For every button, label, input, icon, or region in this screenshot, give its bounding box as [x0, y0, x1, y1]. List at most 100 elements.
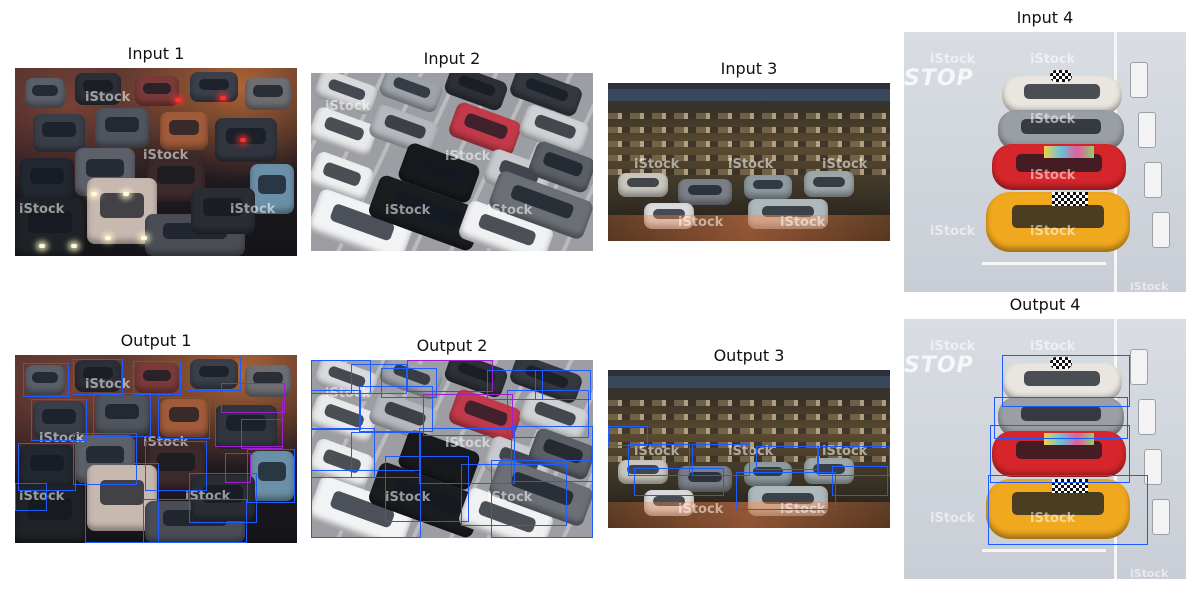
panel-title: Input 2: [423, 49, 481, 68]
panel-title: Output 4: [1009, 295, 1081, 314]
detection-box: [423, 394, 513, 436]
watermark: iStock: [1030, 511, 1076, 526]
watermark: iStock: [385, 203, 431, 218]
detection-box: [351, 432, 421, 478]
watermark: iStock: [85, 90, 131, 105]
detection-box: [85, 463, 159, 543]
watermark: iStock: [487, 203, 533, 218]
detection-box: [189, 473, 257, 523]
detection-box: [385, 456, 469, 522]
image-parking-lot-detections: iStock iStock iStock iStock: [311, 360, 593, 538]
detection-box: [359, 386, 433, 432]
panel-title: Input 4: [1016, 8, 1074, 27]
image-ev-charging-detections: STOP iStock iStock iStock iStock iStock: [904, 319, 1186, 579]
watermark: iStock: [678, 502, 724, 517]
detection-box: [311, 360, 371, 394]
watermark: iStock: [385, 490, 431, 505]
watermark: iStock: [185, 489, 231, 504]
watermark: iStock: [230, 202, 276, 217]
detection-box: [73, 359, 123, 395]
detection-box: [351, 364, 407, 394]
watermark: iStock: [678, 215, 724, 230]
detection-box: [832, 466, 888, 496]
watermark: iStock: [487, 490, 533, 505]
detection-box: [143, 499, 247, 543]
watermark: iStock: [1130, 567, 1169, 579]
detection-box: [15, 483, 47, 511]
detection-box: [73, 433, 137, 485]
detection-box: [511, 426, 593, 482]
detection-box: [491, 460, 593, 538]
watermark: iStock: [1030, 168, 1076, 183]
watermark: iStock: [728, 157, 774, 172]
panel-input-2: Input 2 iStock iStock iStock iStock: [311, 45, 593, 255]
detection-box: [31, 399, 87, 441]
panel-output-4: Output 4 STOP iStock iStock iStock iStoc…: [904, 291, 1186, 583]
detection-box: [241, 419, 283, 449]
detection-box: [990, 425, 1130, 483]
panel-output-2: Output 2 iStock iStock iStock iStock: [311, 332, 593, 542]
watermark: iStock: [1030, 339, 1076, 354]
detection-box: [994, 397, 1128, 439]
watermark: iStock: [634, 444, 680, 459]
watermark: iStock: [1030, 112, 1076, 127]
detection-box: [1002, 355, 1130, 407]
detection-box: [756, 446, 818, 470]
detection-box: [381, 368, 437, 398]
road-marking-stop: STOP: [904, 353, 974, 378]
detection-box: [736, 472, 836, 510]
watermark: iStock: [634, 157, 680, 172]
watermark: iStock: [1030, 52, 1076, 67]
image-night-traffic: iStock iStock iStock iStock: [15, 68, 297, 256]
detection-box: [18, 443, 76, 491]
watermark: iStock: [143, 148, 189, 163]
detection-box: [692, 444, 750, 476]
watermark: iStock: [930, 52, 976, 67]
detection-box: [608, 426, 648, 446]
watermark: iStock: [1130, 280, 1169, 292]
watermark: iStock: [445, 436, 491, 451]
panel-title: Output 3: [713, 346, 785, 365]
detection-box: [145, 441, 207, 491]
detection-box: [247, 449, 295, 503]
road-marking-stop: STOP: [904, 66, 974, 91]
watermark: iStock: [445, 149, 491, 164]
panel-input-4: Input 4 STOP iStock iStock iStock iStock…: [904, 4, 1186, 296]
image-ev-charging: STOP iStock iStock iStock iStock iStock …: [904, 32, 1186, 292]
watermark: iStock: [85, 377, 131, 392]
watermark: iStock: [19, 489, 65, 504]
watermark: iStock: [19, 202, 65, 217]
panel-input-3: Input 3 iStock iStock iStock iStock iSto…: [608, 55, 890, 245]
watermark: iStock: [822, 444, 868, 459]
image-parking-lot: iStock iStock iStock iStock: [311, 73, 593, 251]
watermark: iStock: [930, 511, 976, 526]
panel-input-1: Input 1 iStock iStock iStock iStock: [15, 40, 297, 260]
panel-title: Output 1: [120, 331, 192, 350]
detection-box: [487, 370, 543, 400]
detection-box: [225, 453, 251, 483]
panel-title: Output 2: [416, 336, 488, 355]
image-night-traffic-detections: iStock iStock iStock iStock iStock: [15, 355, 297, 543]
detection-box: [628, 444, 690, 476]
detection-box: [507, 390, 589, 438]
detection-box: [634, 468, 724, 496]
panel-output-3: Output 3 iStock iStock iStock iStock iSt…: [608, 342, 890, 532]
detection-box: [158, 397, 210, 439]
detection-box: [311, 390, 361, 430]
watermark: iStock: [822, 157, 868, 172]
detection-box: [407, 360, 493, 392]
panel-title: Input 1: [127, 44, 185, 63]
detection-box: [221, 383, 285, 413]
panel-title: Input 3: [720, 59, 778, 78]
watermark: iStock: [1030, 224, 1076, 239]
detection-box: [93, 393, 151, 437]
detection-box: [818, 446, 890, 476]
watermark: iStock: [39, 431, 85, 446]
detection-box: [187, 357, 241, 391]
detection-box: [311, 428, 375, 478]
watermark: iStock: [930, 339, 976, 354]
watermark: iStock: [930, 224, 976, 239]
detection-box: [311, 470, 421, 538]
detection-box: [461, 464, 567, 526]
detection-box: [535, 370, 591, 400]
